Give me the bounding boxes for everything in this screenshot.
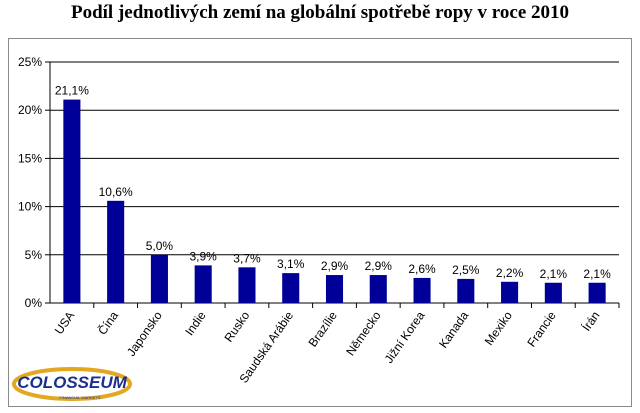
bar	[194, 265, 212, 303]
data-label: 3,1%	[277, 257, 305, 271]
data-label: 10,6%	[99, 185, 133, 199]
logo-name: COLOSSEUM	[17, 373, 127, 392]
x-tick-label: Německo	[343, 308, 384, 358]
bar	[150, 254, 168, 303]
x-tick-label: Rusko	[221, 308, 252, 344]
bar	[457, 278, 475, 303]
x-tick-label: Francie	[524, 308, 559, 349]
bar	[544, 282, 562, 303]
bar	[413, 277, 431, 303]
data-label: 2,9%	[321, 259, 349, 273]
data-label: 2,6%	[408, 262, 436, 276]
bar	[501, 281, 519, 303]
x-tick-label: Kanada	[436, 308, 471, 350]
y-tick-label: 25%	[18, 55, 42, 69]
data-label: 2,5%	[452, 263, 480, 277]
bar	[238, 267, 256, 303]
y-tick-label: 15%	[18, 151, 42, 165]
x-tick-label: Indie	[182, 308, 209, 338]
data-label: 2,9%	[365, 259, 393, 273]
x-tick-label: Jižní Korea	[382, 308, 428, 365]
x-tick-label: Mexiko	[482, 308, 515, 347]
data-label: 5,0%	[146, 239, 174, 253]
logo-tagline: FINANCIAL MARKETS	[59, 395, 101, 400]
y-tick-label: 20%	[18, 103, 42, 117]
data-label: 3,9%	[190, 249, 218, 263]
bar	[588, 282, 606, 303]
x-tick-label: Brazílie	[306, 308, 341, 349]
x-tick-label: Írán	[578, 308, 602, 334]
x-tick-label: USA	[52, 309, 78, 337]
bar	[63, 99, 81, 303]
data-label: 21,1%	[55, 84, 89, 98]
data-label: 2,1%	[540, 267, 568, 281]
x-tick-label: Čína	[94, 308, 121, 338]
y-tick-label: 10%	[18, 200, 42, 214]
bar-chart: 0% 5% 10% 15% 20% 25% 21,1% USA 10,6% Čína 5,0% Jap…	[18, 55, 620, 386]
y-tick-label: 5%	[25, 248, 43, 262]
colosseum-logo: COLOSSEUM FINANCIAL MARKETS	[12, 367, 132, 401]
data-label: 3,7%	[233, 251, 261, 265]
y-tick-label: 0%	[25, 296, 43, 310]
chart-frame: 0% 5% 10% 15% 20% 25% 21,1% USA 10,6% Čína 5,0% Jap…	[8, 38, 632, 407]
bar	[107, 200, 125, 303]
chart-title: Podíl jednotlivých zemí na globální spot…	[70, 2, 570, 23]
bar	[369, 275, 387, 303]
data-label: 2,1%	[583, 267, 611, 281]
bar	[325, 275, 344, 303]
data-label: 2,2%	[496, 266, 524, 280]
logo-swoosh-icon	[12, 367, 132, 401]
x-tick-label: Japonsko	[124, 308, 165, 358]
bar	[282, 273, 300, 303]
